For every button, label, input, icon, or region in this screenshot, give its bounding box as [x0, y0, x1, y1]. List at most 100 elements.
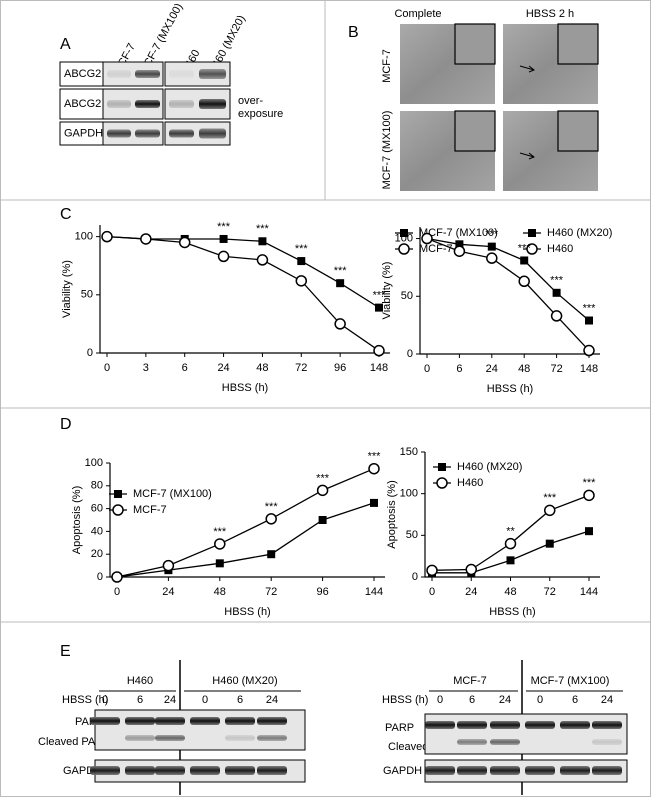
data-point — [267, 550, 276, 559]
blot-band — [592, 766, 622, 775]
row-label: Cleaved PARP — [38, 736, 111, 748]
data-point — [455, 240, 464, 249]
legend-label: H460 — [547, 243, 573, 255]
column-label: Complete — [394, 8, 441, 20]
x-tick-label: 148 — [580, 363, 598, 375]
legend-label: MCF-7 — [133, 504, 167, 516]
blot-band — [155, 735, 185, 741]
y-tick-label: 100 — [395, 232, 413, 244]
data-point — [258, 237, 267, 246]
blot-band — [225, 766, 255, 775]
time-label: 0 — [437, 694, 443, 706]
data-point — [370, 498, 378, 507]
note: over- — [238, 95, 263, 107]
series-line — [426, 237, 590, 322]
time-label: 24 — [266, 694, 278, 706]
x-tick-label: 72 — [265, 586, 277, 598]
blot-band — [560, 766, 590, 775]
legend-marker — [114, 490, 122, 498]
legend-label: H460 (MX20) — [547, 227, 612, 239]
row-label-box — [59, 61, 104, 87]
note: exposure — [238, 108, 283, 120]
data-point — [297, 257, 306, 266]
data-point — [336, 279, 345, 288]
y-axis-label: Viability (%) — [61, 260, 73, 318]
x-tick-label: 24 — [162, 586, 174, 598]
blot-band — [125, 766, 155, 775]
time-label: 6 — [572, 694, 578, 706]
data-point — [585, 316, 593, 325]
x-tick-label: 0 — [429, 586, 435, 598]
condition-label: MCF-7 (MX100) — [531, 675, 610, 687]
legend-marker — [526, 243, 538, 255]
time-label: HBSS (h) — [62, 694, 108, 706]
annotation: *** — [543, 492, 557, 504]
blot-band — [225, 735, 255, 741]
time-label: 24 — [601, 694, 613, 706]
data-point — [162, 559, 175, 572]
data-point — [552, 288, 561, 297]
data-point — [545, 539, 554, 548]
data-point — [316, 484, 329, 497]
row-label: ABCG2 — [64, 98, 101, 110]
x-axis-label: HBSS (h) — [487, 383, 533, 395]
data-point — [214, 538, 226, 550]
panel-label: A — [60, 36, 71, 53]
blot-band — [90, 766, 120, 775]
x-tick-label: 72 — [550, 363, 562, 375]
legend-label: MCF-7 (MX100) — [133, 488, 212, 500]
legend-label: MCF-7 (MX100) — [419, 227, 498, 239]
legend-marker — [400, 229, 408, 237]
inset — [557, 23, 599, 65]
annotation: *** — [583, 477, 597, 489]
time-label: 0 — [537, 694, 543, 706]
time-label: 24 — [499, 694, 511, 706]
x-axis-label: HBSS (h) — [222, 382, 268, 394]
data-point — [583, 344, 595, 357]
blot-band — [257, 717, 287, 725]
y-tick-label: 20 — [91, 548, 103, 560]
data-point — [520, 256, 529, 265]
blot-band — [199, 128, 226, 139]
blot-band — [107, 100, 131, 108]
x-tick-label: 72 — [544, 586, 556, 598]
x-tick-label: 48 — [504, 586, 516, 598]
data-point — [215, 559, 224, 568]
blot — [102, 121, 164, 146]
x-tick-label: 144 — [580, 586, 598, 598]
blot-band — [490, 766, 520, 775]
y-tick-label: 40 — [91, 525, 103, 537]
blot-band — [155, 766, 185, 775]
data-point — [101, 230, 113, 243]
x-tick-label: 96 — [316, 586, 328, 598]
legend-marker — [436, 477, 448, 489]
y-tick-label: 0 — [407, 348, 413, 360]
blot-band — [199, 99, 226, 109]
y-tick-label: 80 — [91, 480, 103, 492]
blot-band — [425, 766, 455, 775]
annotation: ** — [506, 526, 515, 538]
blot-band — [190, 717, 220, 725]
y-tick-label: 100 — [400, 488, 418, 500]
series-line — [116, 502, 375, 578]
annotation: *** — [583, 302, 597, 314]
condition-label: MCF-7 — [453, 675, 487, 687]
x-tick-label: 72 — [295, 362, 307, 374]
data-point — [217, 250, 230, 263]
x-tick-label: 48 — [256, 362, 268, 374]
data-point — [318, 516, 327, 524]
data-point — [518, 275, 530, 288]
legend-label: H460 — [457, 477, 483, 489]
blot — [424, 713, 628, 755]
data-point — [506, 556, 515, 565]
y-tick-label: 50 — [81, 289, 93, 301]
data-point — [375, 303, 383, 312]
condition-label: H460 — [127, 675, 153, 687]
blot-band — [457, 739, 487, 745]
panel-label: D — [60, 416, 72, 433]
blot-band — [135, 129, 160, 138]
x-tick-label: 24 — [217, 362, 229, 374]
blot — [94, 709, 306, 751]
row-label: MCF-7 — [381, 49, 393, 83]
legend-label: H460 (MX20) — [457, 461, 522, 473]
